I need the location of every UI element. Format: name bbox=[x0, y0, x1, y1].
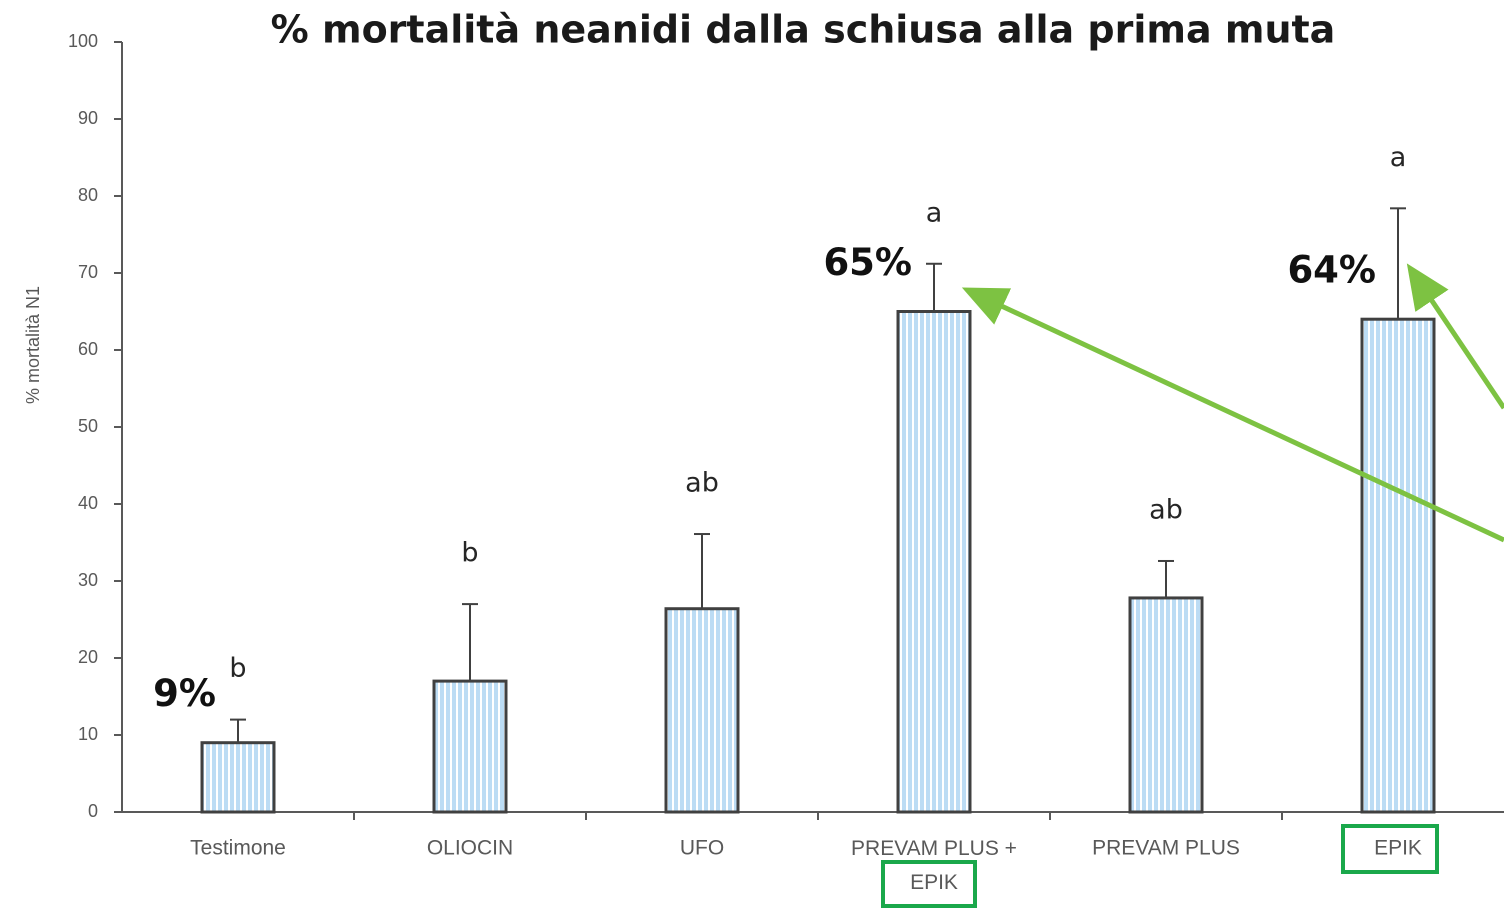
arrow bbox=[1406, 263, 1504, 410]
y-tick-label: 60 bbox=[78, 339, 98, 359]
bar bbox=[1360, 317, 1436, 814]
bar bbox=[664, 607, 740, 814]
y-axis-label: % mortalità N1 bbox=[23, 286, 43, 404]
y-tick-label: 90 bbox=[78, 108, 98, 128]
value-label: 9% bbox=[153, 672, 216, 715]
y-tick-label: 40 bbox=[78, 493, 98, 513]
y-tick-label: 80 bbox=[78, 185, 98, 205]
y-tick-label: 20 bbox=[78, 647, 98, 667]
significance-letter: a bbox=[1390, 142, 1407, 173]
significance-letter: b bbox=[229, 653, 246, 684]
bar bbox=[200, 741, 276, 814]
significance-letter: ab bbox=[685, 468, 719, 499]
significance-letter: ab bbox=[1149, 494, 1183, 525]
significance-letter: a bbox=[926, 197, 943, 228]
bar bbox=[1128, 596, 1204, 814]
y-tick-label: 30 bbox=[78, 570, 98, 590]
x-tick-label: OLIOCIN bbox=[427, 837, 513, 860]
significance-letter: b bbox=[461, 538, 478, 569]
y-tick-label: 0 bbox=[88, 801, 98, 821]
x-tick-label: Testimone bbox=[190, 837, 286, 860]
x-tick-label: EPIK bbox=[1374, 837, 1422, 860]
bar bbox=[432, 679, 508, 814]
x-tick-label: PREVAM PLUS + EPIK bbox=[851, 837, 1017, 894]
arrow bbox=[961, 287, 1504, 543]
highlight-box bbox=[881, 860, 977, 908]
y-tick-label: 50 bbox=[78, 416, 98, 436]
highlight-box bbox=[1341, 824, 1439, 874]
x-tick-label: PREVAM PLUS bbox=[1092, 837, 1240, 860]
bar bbox=[896, 310, 972, 814]
value-label: 65% bbox=[823, 241, 912, 284]
y-tick-label: 10 bbox=[78, 724, 98, 744]
chart-title: % mortalità neanidi dalla schiusa alla p… bbox=[271, 8, 1336, 52]
marks: 0 10 20 30 40 50 60 70 80 90 100 Testimone b 9% OLIOCI… bbox=[68, 31, 1436, 894]
y-tick-label: 70 bbox=[78, 262, 98, 282]
y-tick-label: 100 bbox=[68, 31, 98, 51]
value-label: 64% bbox=[1287, 249, 1376, 292]
x-tick-label: UFO bbox=[680, 837, 724, 860]
